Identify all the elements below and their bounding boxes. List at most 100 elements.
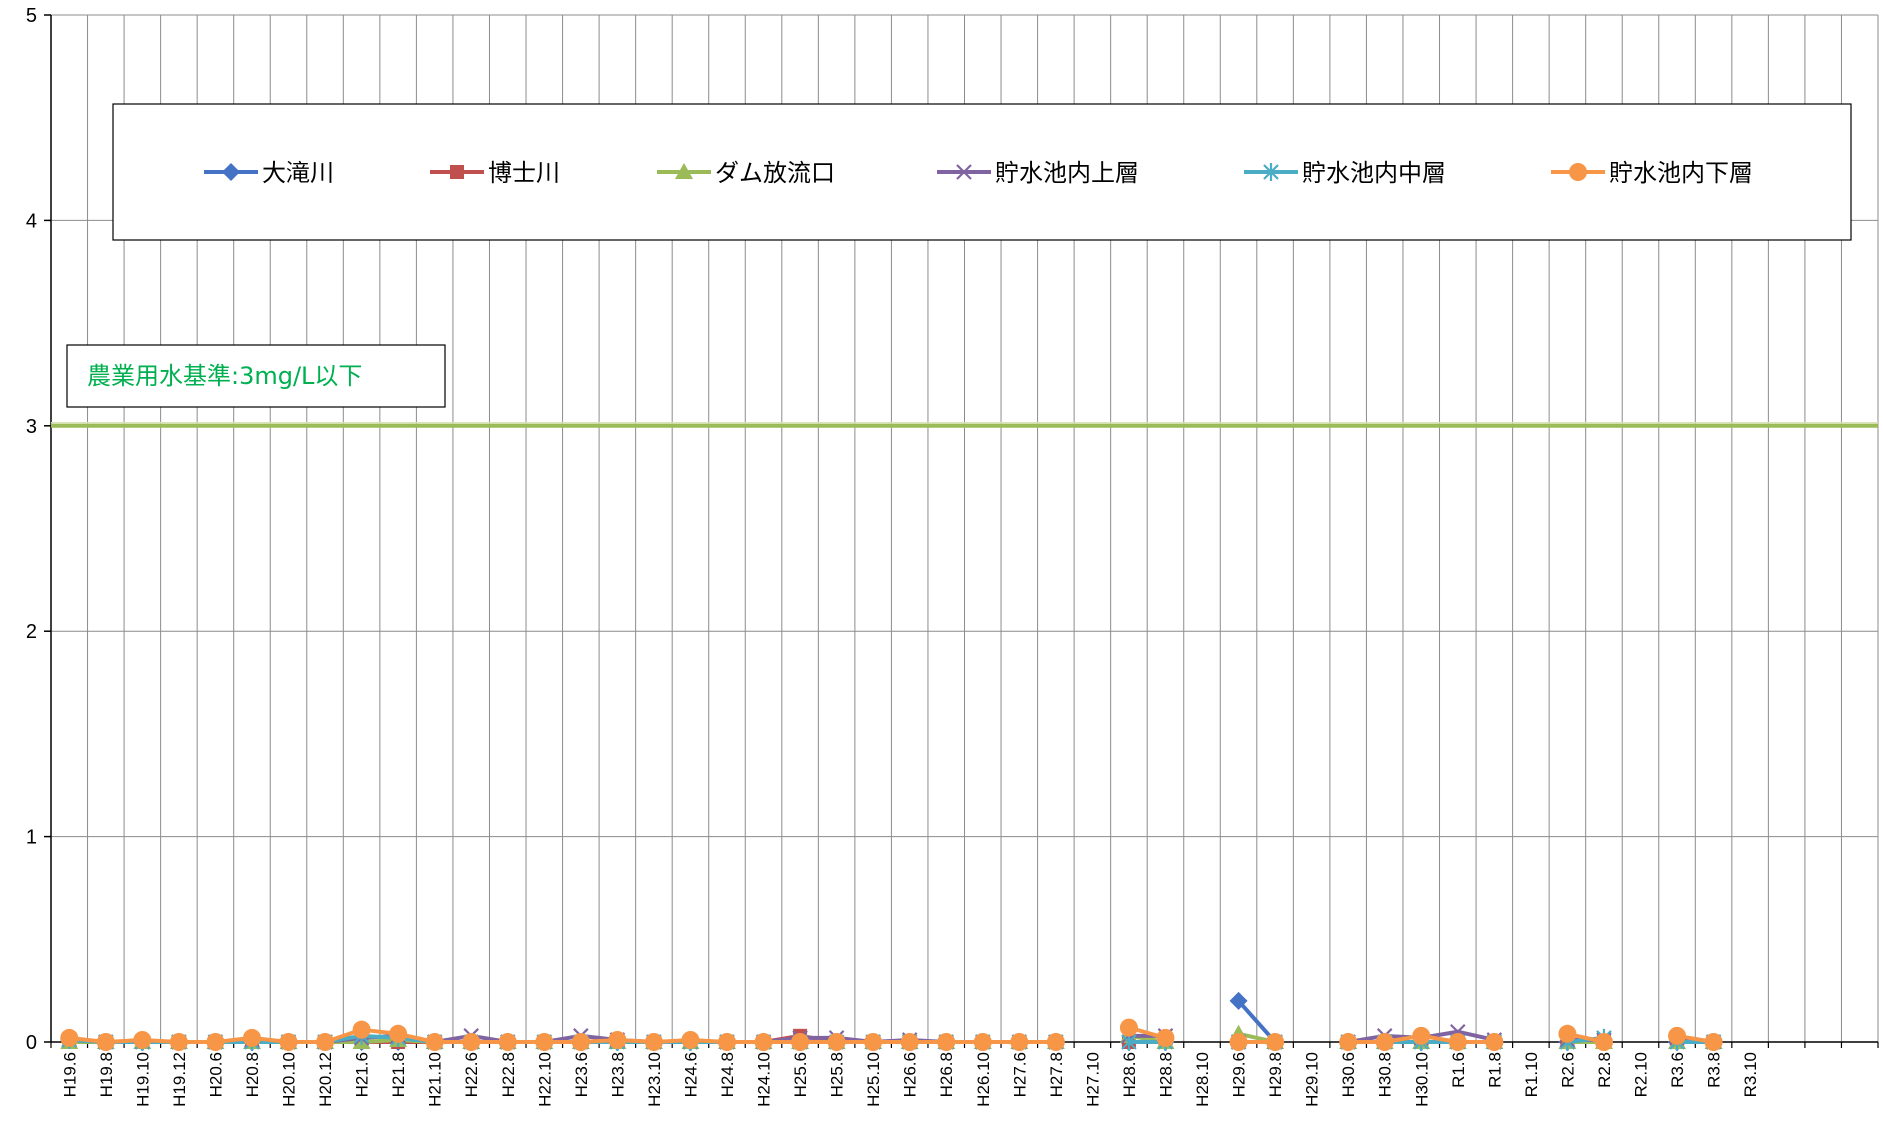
x-tick-label: H19.10 bbox=[133, 1052, 152, 1107]
legend-label: 貯水池内上層 bbox=[995, 159, 1139, 187]
data-point bbox=[1046, 1033, 1065, 1051]
data-point bbox=[242, 1028, 261, 1047]
x-tick-label: H21.6 bbox=[353, 1052, 372, 1097]
x-tick-label: H19.12 bbox=[170, 1052, 189, 1107]
legend-swatch-marker bbox=[1569, 163, 1587, 181]
y-tick-label: 4 bbox=[26, 210, 37, 232]
y-tick-label: 1 bbox=[26, 827, 37, 849]
legend-item: 貯水池内上層 bbox=[937, 159, 1139, 187]
y-tick-label: 3 bbox=[26, 416, 37, 438]
data-point bbox=[1119, 1018, 1138, 1037]
x-tick-label: H23.10 bbox=[645, 1052, 664, 1107]
data-point bbox=[1448, 1033, 1467, 1051]
data-point bbox=[60, 1028, 79, 1047]
x-tick-label: H22.8 bbox=[499, 1052, 518, 1097]
x-tick-label: H27.8 bbox=[1047, 1052, 1066, 1097]
x-tick-label: H24.8 bbox=[718, 1052, 737, 1097]
x-tick-label: R3.6 bbox=[1668, 1052, 1687, 1088]
legend-swatch-marker bbox=[956, 164, 972, 180]
data-point bbox=[681, 1030, 700, 1049]
data-point bbox=[96, 1033, 115, 1051]
x-tick-label: H26.10 bbox=[974, 1052, 993, 1107]
data-point bbox=[389, 1024, 408, 1043]
x-tick-label: H29.8 bbox=[1266, 1052, 1285, 1097]
y-tick-label: 0 bbox=[26, 1032, 37, 1054]
data-point bbox=[1412, 1026, 1431, 1045]
data-point bbox=[1594, 1033, 1613, 1051]
x-tick-label: H21.8 bbox=[389, 1052, 408, 1097]
data-point bbox=[1375, 1033, 1394, 1051]
data-point bbox=[973, 1033, 992, 1051]
legend-item: 貯水池内下層 bbox=[1551, 159, 1753, 187]
data-point bbox=[133, 1030, 152, 1049]
data-point bbox=[717, 1033, 736, 1051]
legend-swatch-marker bbox=[1263, 163, 1279, 181]
data-point bbox=[1229, 991, 1248, 1010]
x-tick-label: H30.8 bbox=[1376, 1052, 1395, 1097]
x-tick-label: H24.6 bbox=[681, 1052, 700, 1097]
series-group bbox=[60, 991, 1723, 1051]
legend-label: 貯水池内下層 bbox=[1609, 159, 1753, 187]
data-point bbox=[206, 1033, 225, 1051]
x-tick-label: H20.8 bbox=[243, 1052, 262, 1097]
x-tick-label: H25.10 bbox=[864, 1052, 883, 1107]
data-point bbox=[316, 1033, 335, 1051]
data-point bbox=[1485, 1033, 1504, 1051]
data-point bbox=[169, 1033, 188, 1051]
data-point bbox=[279, 1033, 298, 1051]
x-tick-label: H23.6 bbox=[572, 1052, 591, 1097]
y-axis-tick-labels: 0 1 2 3 4 5 bbox=[26, 5, 37, 1054]
data-point bbox=[425, 1033, 444, 1051]
legend: 大滝川 博士川 ダム放流口 貯水池内上層 貯水池内中層 貯水池内下層 bbox=[112, 103, 1852, 241]
legend-swatch-marker bbox=[675, 163, 693, 179]
data-point bbox=[754, 1033, 773, 1051]
x-axis-tick-labels: H19.6 H19.8 H19.10 H19.12 H20.6 H20.8 H20.10 H2… bbox=[60, 1052, 1760, 1107]
data-point bbox=[608, 1030, 627, 1049]
data-point bbox=[644, 1033, 663, 1051]
x-tick-label: H19.8 bbox=[97, 1052, 116, 1097]
x-tick-label: H19.6 bbox=[60, 1052, 79, 1097]
data-point bbox=[1229, 1033, 1248, 1051]
x-tick-label: R2.8 bbox=[1595, 1052, 1614, 1088]
x-tick-label: R2.6 bbox=[1558, 1052, 1577, 1088]
x-tick-label: H26.8 bbox=[937, 1052, 956, 1097]
x-tick-label: H30.6 bbox=[1339, 1052, 1358, 1097]
legend-item: ダム放流口 bbox=[657, 159, 835, 187]
data-point bbox=[1339, 1033, 1358, 1051]
legend-label: 大滝川 bbox=[262, 159, 334, 187]
data-point bbox=[498, 1033, 517, 1051]
data-point bbox=[900, 1033, 919, 1051]
data-point bbox=[571, 1033, 590, 1051]
legend-label: 貯水池内中層 bbox=[1302, 159, 1446, 187]
reference-label: 農業用水基準:3mg/L以下 bbox=[87, 362, 362, 390]
x-tick-label: R3.10 bbox=[1741, 1052, 1760, 1097]
x-tick-label: H27.10 bbox=[1083, 1052, 1102, 1107]
legend-label: 博士川 bbox=[488, 159, 560, 187]
x-tick-label: H25.6 bbox=[791, 1052, 810, 1097]
x-tick-label: H26.6 bbox=[901, 1052, 920, 1097]
x-tick-label: H29.10 bbox=[1303, 1052, 1322, 1107]
data-point bbox=[937, 1033, 956, 1051]
data-point bbox=[1558, 1024, 1577, 1043]
x-tick-label: H20.10 bbox=[280, 1052, 299, 1107]
y-tick-label: 2 bbox=[26, 621, 37, 643]
data-point bbox=[535, 1033, 554, 1051]
x-tick-label: H20.6 bbox=[206, 1052, 225, 1097]
x-tick-label: H20.12 bbox=[316, 1052, 335, 1107]
y-tick-label: 5 bbox=[26, 5, 37, 27]
x-tick-label: H28.10 bbox=[1193, 1052, 1212, 1107]
x-tick-label: H28.8 bbox=[1156, 1052, 1175, 1097]
legend-item: 貯水池内中層 bbox=[1244, 159, 1446, 187]
data-point bbox=[1704, 1033, 1723, 1051]
legend-item: 大滝川 bbox=[204, 159, 334, 187]
x-tick-label: H23.8 bbox=[608, 1052, 627, 1097]
data-point bbox=[462, 1033, 481, 1051]
x-tick-label: H22.10 bbox=[535, 1052, 554, 1107]
legend-swatch-marker bbox=[450, 165, 464, 179]
x-tick-label: R2.10 bbox=[1631, 1052, 1650, 1097]
legend-swatch-marker bbox=[222, 163, 240, 181]
x-tick-label: R1.10 bbox=[1522, 1052, 1541, 1097]
data-point bbox=[1266, 1033, 1285, 1051]
